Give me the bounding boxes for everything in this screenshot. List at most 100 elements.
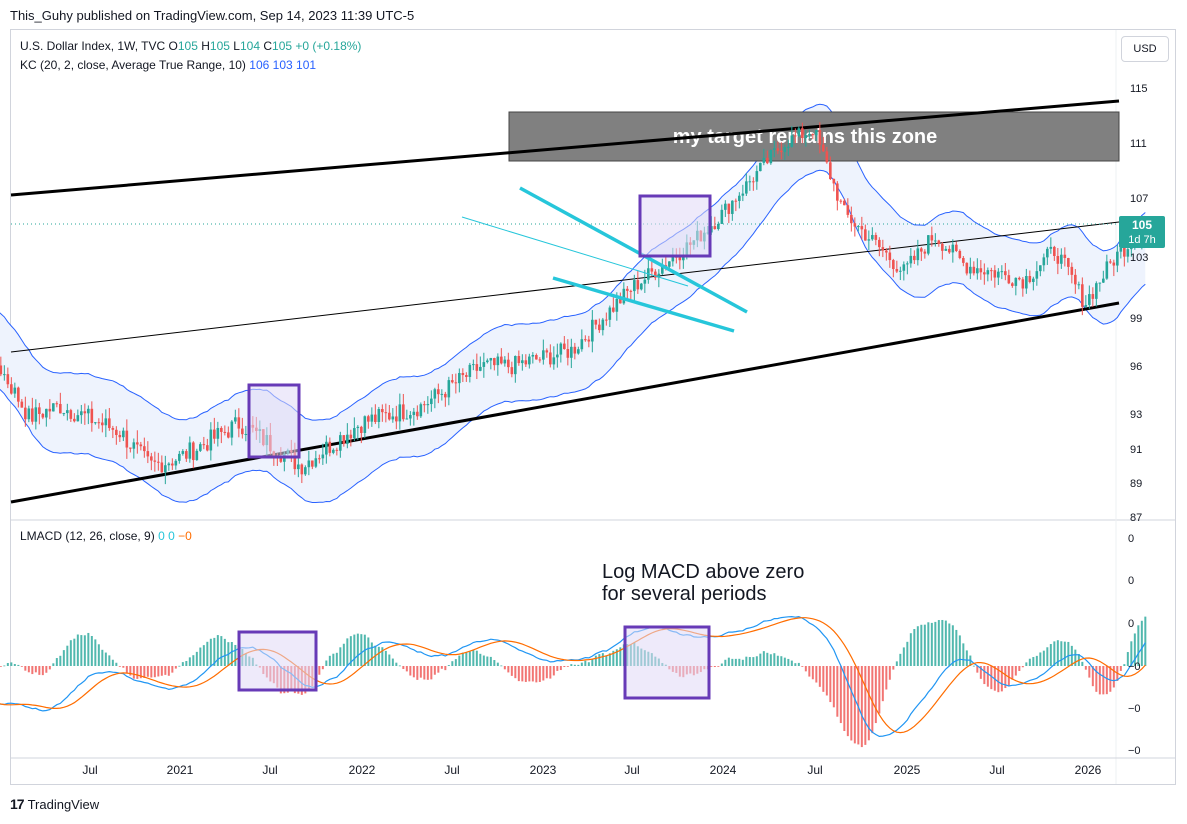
candle [895, 260, 899, 274]
candle [780, 142, 783, 160]
highlight-box-2023[interactable] [638, 194, 712, 258]
macd-axis[interactable]: 0 0 0 −0 −0 −0 [1128, 533, 1141, 757]
macd-histogram-bar [122, 666, 125, 668]
channel-mid-line[interactable] [10, 221, 1120, 353]
wedge-trend-line[interactable] [461, 216, 689, 287]
candle-body [769, 149, 773, 164]
candle-body [468, 364, 472, 377]
macd-histogram-bar [790, 660, 793, 666]
current-price-value: 105 [1132, 218, 1152, 232]
candle [125, 419, 129, 459]
candle [976, 258, 979, 280]
currency-button[interactable]: USD [1121, 36, 1169, 62]
candle-body [1032, 278, 1035, 282]
candle-body [626, 288, 629, 291]
candle [514, 355, 517, 383]
candle [346, 423, 349, 449]
candle-body [1021, 279, 1025, 289]
macd-histogram-bar [503, 666, 506, 670]
macd-histogram-bar [206, 641, 209, 666]
ohlc-low-label: L [233, 39, 240, 53]
macd-histogram-bar [405, 666, 408, 672]
candle-body [773, 148, 776, 150]
candle-body [1046, 248, 1049, 258]
highlight-box-2021[interactable] [247, 383, 301, 459]
candle [486, 358, 489, 364]
candle [167, 462, 171, 471]
macd-histogram-bar [125, 666, 128, 673]
candle-body [857, 226, 860, 228]
wedge-upper-line[interactable] [519, 186, 748, 314]
candle [335, 447, 339, 456]
candle [1098, 282, 1102, 292]
macd-histogram-bar [325, 660, 328, 666]
candle-body [895, 269, 899, 272]
candle-body [825, 151, 829, 163]
macd-histogram-bar [454, 659, 457, 666]
macd-histogram-bar [1000, 666, 1003, 692]
channel-upper-line[interactable] [10, 99, 1120, 197]
candle-body [682, 256, 685, 261]
candle-body [521, 360, 524, 364]
price-axis[interactable]: 115 111 107 103 99 96 93 91 89 87 [1130, 83, 1148, 524]
macd-highlight-box-2021[interactable] [237, 630, 318, 692]
macd-histogram-bar [486, 656, 489, 666]
candle-body [748, 181, 752, 183]
candle-body [13, 387, 17, 394]
macd-histogram-bar [958, 635, 961, 666]
candle-body [580, 339, 584, 350]
main-legend[interactable]: U.S. Dollar Index, 1W, TVC O105 H105 L10… [20, 39, 361, 53]
candle-body [601, 319, 605, 331]
candle-body [489, 358, 493, 361]
candle-body [720, 209, 724, 224]
footer-brand[interactable]: 17 TradingView [10, 796, 99, 812]
candle [738, 192, 741, 209]
candle-body [916, 248, 920, 261]
candle [223, 425, 227, 436]
candle [990, 267, 993, 281]
candle-body [948, 248, 951, 253]
candle-body [636, 280, 640, 290]
time-tick-label: 2025 [894, 763, 921, 777]
candle-body [192, 442, 195, 461]
candle [559, 342, 563, 363]
macd-histogram-bar [608, 653, 611, 666]
candle-body [899, 270, 902, 272]
candle-body [815, 130, 818, 136]
candle-body [738, 195, 741, 201]
candle-body [244, 433, 248, 435]
macd-histogram-bar [1070, 645, 1073, 666]
candle [748, 175, 752, 191]
macd-highlight-box-2023[interactable] [623, 625, 711, 700]
wedge-lower-line[interactable] [552, 276, 735, 333]
candle-body [426, 404, 430, 406]
macd-histogram-bar [1004, 666, 1007, 689]
candle [1025, 268, 1028, 294]
keltner-legend[interactable]: KC (20, 2, close, Average True Range, 10… [20, 58, 316, 72]
candle-body [157, 461, 160, 463]
macd-histogram-bar [965, 650, 968, 666]
candle-body [839, 200, 843, 202]
candle-body [762, 157, 766, 163]
candle-body [111, 428, 115, 430]
candle [776, 141, 780, 155]
candle-body [363, 416, 367, 433]
candle-body [713, 226, 717, 230]
target-zone-box[interactable] [508, 111, 1120, 162]
candle-body [853, 223, 857, 227]
lmacd-label: LMACD (12, 26, close, 9) [20, 529, 155, 543]
candle-body [220, 427, 223, 432]
candle [731, 200, 734, 221]
candle-body [1088, 294, 1091, 305]
candle [881, 239, 885, 258]
candle-body [108, 418, 111, 429]
candle [650, 259, 654, 277]
channel-lower-line[interactable] [10, 301, 1120, 504]
candle [601, 317, 605, 336]
candle [899, 266, 902, 281]
time-axis[interactable]: Jul 2021 Jul 2022 Jul 2023 Jul 2024 Jul 2025 Jul 20… [82, 763, 1101, 777]
macd-histogram-bar [927, 622, 930, 666]
lmacd-legend[interactable]: LMACD (12, 26, close, 9) 0 0 −0 [20, 529, 192, 543]
macd-histogram-bar [188, 657, 191, 666]
